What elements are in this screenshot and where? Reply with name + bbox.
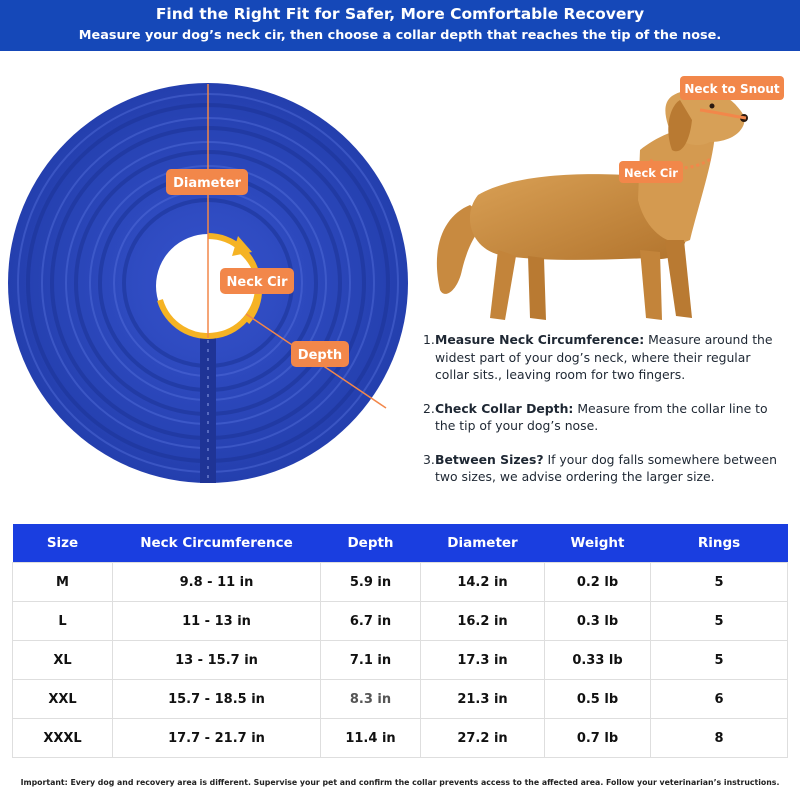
step-item: 3. Between Sizes? If your dog falls somew… [423, 451, 777, 485]
step-heading: Measure Neck Circumference: [435, 332, 645, 347]
column-header: Neck Circumference [112, 524, 321, 563]
table-cell: 0.7 lb [544, 718, 651, 758]
step-heading: Between Sizes? [435, 451, 544, 467]
step-text: If your dog falls somewhere between two … [435, 451, 777, 485]
table-cell: 0.2 lb [544, 562, 651, 602]
diameter-label: Diameter [173, 176, 241, 191]
table-row: L 11 - 13 in 6.7 in 16.2 in 0.3 lb 5 [12, 601, 788, 641]
page-subtitle: Measure your dog’s neck cir, then choose… [78, 28, 722, 43]
column-header: Weight [544, 524, 651, 563]
neck-to-snout-label: Neck to Snout [684, 82, 780, 96]
dog-neck-cir-label: Neck Cir [624, 166, 678, 180]
header-banner: Find the Right Fit for Safer, More Comfo… [0, 0, 800, 51]
column-header: Size [12, 524, 113, 563]
table-cell: 7.1 in [320, 640, 421, 680]
table-cell: 8 [650, 718, 788, 758]
table-row: XXL 15.7 - 18.5 in 8.3 in 21.3 in 0.5 lb… [12, 679, 788, 719]
table-cell: 27.2 in [420, 718, 545, 758]
table-cell: L [12, 601, 113, 641]
step-heading: Check Collar Depth: [435, 400, 574, 416]
dog-image [436, 89, 748, 320]
column-header: Rings [650, 524, 788, 563]
instruction-steps: 1. Measure Neck Circumference: Measure ar… [423, 331, 784, 502]
size-chart-table: Size Neck Circumference Depth Diameter W… [12, 524, 788, 758]
table-cell: 6 [650, 679, 788, 719]
table-cell: 8.3 in [320, 679, 421, 719]
table-cell: 5 [650, 601, 788, 641]
dog-snout-line [699, 108, 747, 120]
table-header-row: Size Neck Circumference Depth Diameter W… [12, 524, 788, 563]
table-cell: 17.7 - 21.7 in [112, 718, 321, 758]
table-cell: 17.3 in [420, 640, 545, 680]
dog-neck-cir-tag [619, 161, 683, 183]
table-cell: 5 [650, 640, 788, 680]
table-cell: 16.2 in [420, 601, 545, 641]
neck-to-snout-tag [680, 76, 784, 100]
column-header: Diameter [420, 524, 545, 563]
table-cell: 9.8 - 11 in [112, 562, 321, 602]
table-cell: XL [12, 640, 113, 680]
footnote: Important: Every dog and recovery area i… [20, 778, 780, 787]
table-row: XL 13 - 15.7 in 7.1 in 17.3 in 0.33 lb 5 [12, 640, 788, 680]
table-cell: 0.5 lb [544, 679, 651, 719]
step-item: 2. Check Collar Depth: Measure from the c… [423, 400, 768, 434]
table-cell: 0.3 lb [544, 601, 651, 641]
table-cell: 21.3 in [420, 679, 545, 719]
table-cell: 6.7 in [320, 601, 421, 641]
table-cell: 5.9 in [320, 562, 421, 602]
depth-label: Depth [298, 348, 342, 363]
table-cell: 13 - 15.7 in [112, 640, 321, 680]
illustration: Diameter Neck Cir Depth Neck to Snout Ne… [8, 76, 784, 483]
arrow-head-icon [232, 236, 252, 256]
table-cell: 14.2 in [420, 562, 545, 602]
table-cell: 11.4 in [320, 718, 421, 758]
step-text: Measure around the widest part of your d… [435, 332, 773, 382]
neck-cir-label: Neck Cir [227, 275, 289, 290]
table-cell: 5 [650, 562, 788, 602]
table-row: XXXL 17.7 - 21.7 in 11.4 in 27.2 in 0.7 … [12, 718, 788, 758]
page-title: Find the Right Fit for Safer, More Comfo… [155, 5, 645, 23]
table-cell: 11 - 13 in [112, 601, 321, 641]
table-row: M 9.8 - 11 in 5.9 in 14.2 in 0.2 lb 5 [12, 562, 788, 602]
column-header: Depth [320, 524, 421, 563]
diameter-tag [166, 169, 248, 195]
step-text: Measure from the collar line to the tip … [435, 400, 768, 434]
table-cell: M [12, 562, 113, 602]
table-cell: XXXL [12, 718, 113, 758]
neck-cir-tag [220, 268, 294, 294]
table-cell: 0.33 lb [544, 640, 651, 680]
step-item: 1. Measure Neck Circumference: Measure ar… [423, 332, 773, 382]
table-cell: 15.7 - 18.5 in [112, 679, 321, 719]
table-cell: XXL [12, 679, 113, 719]
depth-tag [291, 341, 349, 367]
